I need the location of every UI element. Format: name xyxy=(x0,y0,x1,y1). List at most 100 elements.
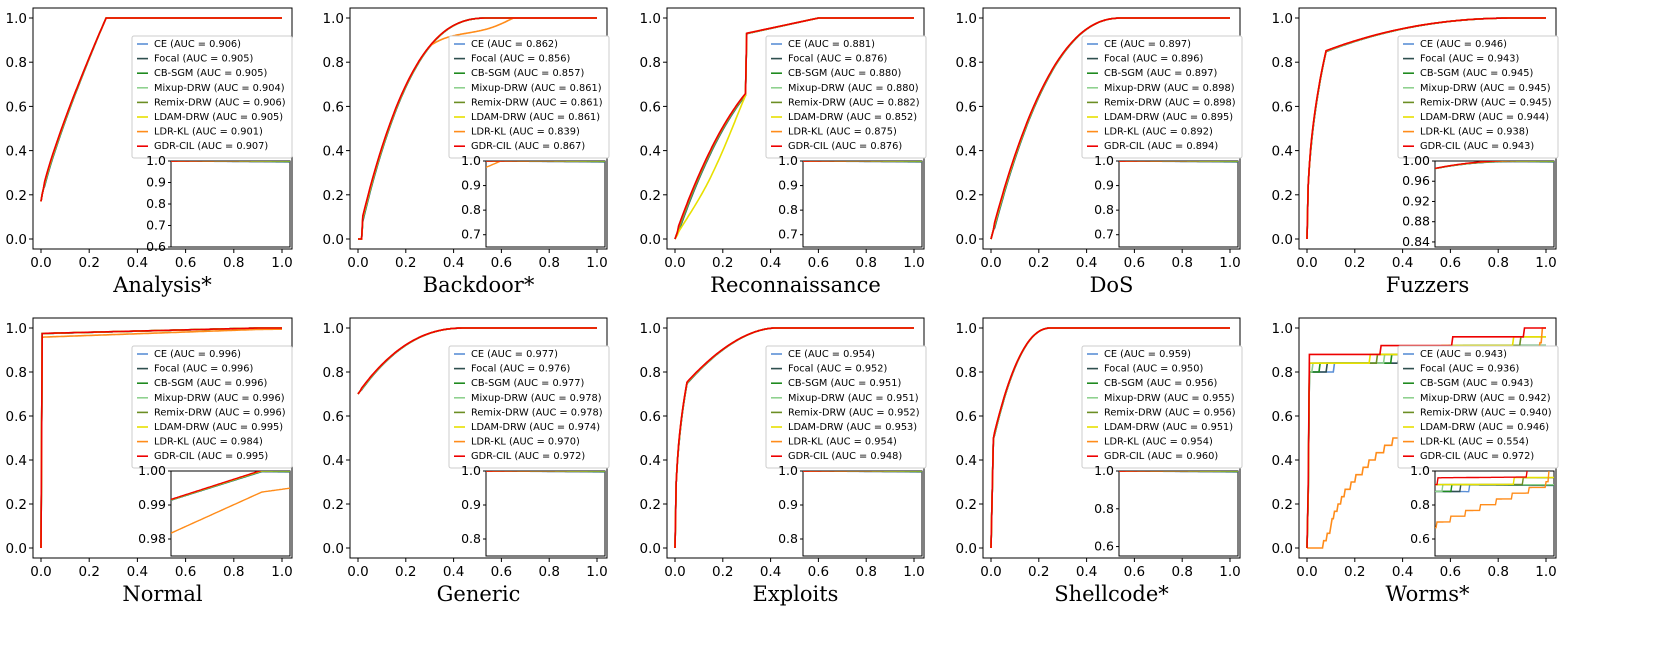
inset-y-tick-label: 0.9 xyxy=(1094,178,1114,193)
y-tick-label: 0.4 xyxy=(640,144,661,160)
x-tick-label: 0.8 xyxy=(538,255,559,271)
legend-entry: LDR-KL (AUC = 0.554) xyxy=(1420,437,1529,448)
inset-y-tick-label: 0.84 xyxy=(1402,234,1430,249)
inset-y-tick-label: 0.96 xyxy=(1402,173,1430,188)
inset-frame xyxy=(485,470,606,557)
x-tick-label: 1.0 xyxy=(271,564,292,580)
legend-entry: CB-SGM (AUC = 0.880) xyxy=(788,68,901,79)
legend-entry: CB-SGM (AUC = 0.897) xyxy=(1104,68,1217,79)
y-tick-label: 0.0 xyxy=(956,541,977,557)
panel-title: Exploits xyxy=(753,582,839,606)
legend-entry: CB-SGM (AUC = 0.996) xyxy=(154,378,267,389)
y-tick-label: 0.8 xyxy=(6,55,27,71)
inset-y-tick-label: 1.0 xyxy=(1094,463,1114,478)
roc-panel: 0.0 0.2 0.4 0.6 0.8 1.0 0.0 0.2 0.4 0.6 0.8 1.0 CE (… xyxy=(323,7,610,297)
legend-entry: GDR-CIL (AUC = 0.995) xyxy=(154,451,268,462)
inset-y-tick-label: 0.9 xyxy=(778,497,798,512)
y-tick-label: 1.0 xyxy=(323,11,344,27)
legend-entry: Remix-DRW (AUC = 0.940) xyxy=(1420,407,1552,418)
inset-y-tick-label: 1.0 xyxy=(778,153,798,168)
inset-y-tick-label: 0.9 xyxy=(778,178,798,193)
legend-box xyxy=(131,345,293,469)
x-tick-label: 0.0 xyxy=(30,255,51,271)
x-tick-label: 0.4 xyxy=(760,564,781,580)
inset-curves xyxy=(1119,161,1238,163)
x-tick-label: 1.0 xyxy=(1219,564,1240,580)
legend-box xyxy=(448,35,610,159)
legend-entry: Focal (AUC = 0.876) xyxy=(788,54,887,65)
x-tick-label: 0.0 xyxy=(980,255,1001,271)
legend-entry: LDAM-DRW (AUC = 0.895) xyxy=(1104,112,1233,123)
inset-y-tick-label: 0.6 xyxy=(1094,539,1114,554)
legend-entry: CE (AUC = 0.881) xyxy=(788,39,875,50)
y-tick-label: 0.4 xyxy=(956,453,977,469)
legend-box xyxy=(765,35,927,159)
inset-y-tick-label: 0.92 xyxy=(1402,193,1430,208)
roc-panel: 0.0 0.2 0.4 0.6 0.8 1.0 0.0 0.2 0.4 0.6 0.8 1.0 CE (… xyxy=(640,317,927,606)
x-tick-label: 0.2 xyxy=(712,255,733,271)
x-tick-label: 0.8 xyxy=(855,564,876,580)
legend-entry: CE (AUC = 0.862) xyxy=(471,39,558,50)
y-tick-label: 1.0 xyxy=(6,11,27,27)
panel-title: Normal xyxy=(122,582,202,606)
panel-title: Backdoor* xyxy=(423,273,535,297)
y-tick-label: 1.0 xyxy=(323,321,344,337)
inset-curves xyxy=(803,161,922,163)
legend-entry: LDR-KL (AUC = 0.875) xyxy=(788,127,897,138)
x-tick-label: 0.6 xyxy=(1124,255,1145,271)
y-tick-label: 0.2 xyxy=(640,188,661,204)
x-tick-label: 0.4 xyxy=(1076,255,1097,271)
legend-entry: LDR-KL (AUC = 0.839) xyxy=(471,127,580,138)
x-tick-label: 0.4 xyxy=(127,564,148,580)
legend-entry: Remix-DRW (AUC = 0.952) xyxy=(788,407,920,418)
panel-title: Fuzzers xyxy=(1386,273,1469,297)
inset-y-tick-label: 0.9 xyxy=(146,175,166,190)
legend-entry: LDR-KL (AUC = 0.954) xyxy=(1104,437,1213,448)
roc-panel: 0.0 0.2 0.4 0.6 0.8 1.0 0.0 0.2 0.4 0.6 0.8 1.0 CE (… xyxy=(6,317,293,606)
y-tick-label: 0.8 xyxy=(1272,365,1293,381)
legend-entry: Remix-DRW (AUC = 0.956) xyxy=(1104,407,1236,418)
y-tick-label: 1.0 xyxy=(640,11,661,27)
y-tick-label: 0.0 xyxy=(640,541,661,557)
panel-title: DoS xyxy=(1090,273,1134,297)
legend-box xyxy=(131,35,293,159)
legend-entry: Remix-DRW (AUC = 0.861) xyxy=(471,97,603,108)
x-tick-label: 0.6 xyxy=(1440,255,1461,271)
panel-title: Reconnaissance xyxy=(710,273,881,297)
legend-entry: CE (AUC = 0.977) xyxy=(471,349,558,360)
legend-entry: LDAM-DRW (AUC = 0.974) xyxy=(471,422,600,433)
legend-entry: Mixup-DRW (AUC = 0.904) xyxy=(154,83,285,94)
legend-entry: GDR-CIL (AUC = 0.876) xyxy=(788,141,902,152)
roc-curve-gdr-cil xyxy=(1306,17,1546,240)
legend-entry: GDR-CIL (AUC = 0.943) xyxy=(1420,141,1534,152)
legend-entry: LDAM-DRW (AUC = 0.905) xyxy=(154,112,283,123)
legend-entry: LDAM-DRW (AUC = 0.861) xyxy=(471,112,600,123)
inset-y-tick-label: 0.6 xyxy=(146,239,166,254)
y-tick-label: 0.6 xyxy=(956,99,977,115)
legend-box xyxy=(1081,35,1243,159)
inset-frame xyxy=(170,160,291,248)
legend-entry: Focal (AUC = 0.936) xyxy=(1420,364,1519,375)
x-tick-label: 1.0 xyxy=(1535,255,1556,271)
y-tick-label: 0.4 xyxy=(1272,453,1293,469)
y-tick-label: 0.0 xyxy=(1272,541,1293,557)
y-tick-label: 0.8 xyxy=(323,55,344,71)
legend-entry: LDR-KL (AUC = 0.970) xyxy=(471,437,580,448)
x-tick-label: 0.8 xyxy=(538,564,559,580)
x-tick-label: 0.2 xyxy=(1028,564,1049,580)
x-tick-label: 0.6 xyxy=(491,564,512,580)
legend-entry: LDR-KL (AUC = 0.892) xyxy=(1104,127,1213,138)
x-tick-label: 0.6 xyxy=(175,255,196,271)
legend-entry: CE (AUC = 0.959) xyxy=(1104,349,1191,360)
y-tick-label: 1.0 xyxy=(956,321,977,337)
inset-y-tick-label: 0.88 xyxy=(1402,214,1430,229)
inset-curve-ldr-kl xyxy=(171,487,290,534)
inset-y-tick-label: 1.0 xyxy=(461,463,481,478)
legend-box xyxy=(765,345,927,469)
inset-curve-gdr-cil xyxy=(1435,161,1528,170)
inset-y-tick-label: 1.00 xyxy=(138,463,166,478)
inset-y-tick-label: 1.0 xyxy=(461,153,481,168)
inset-y-tick-label: 0.8 xyxy=(1094,501,1114,516)
inset-frame xyxy=(802,160,923,248)
y-tick-label: 0.4 xyxy=(640,453,661,469)
